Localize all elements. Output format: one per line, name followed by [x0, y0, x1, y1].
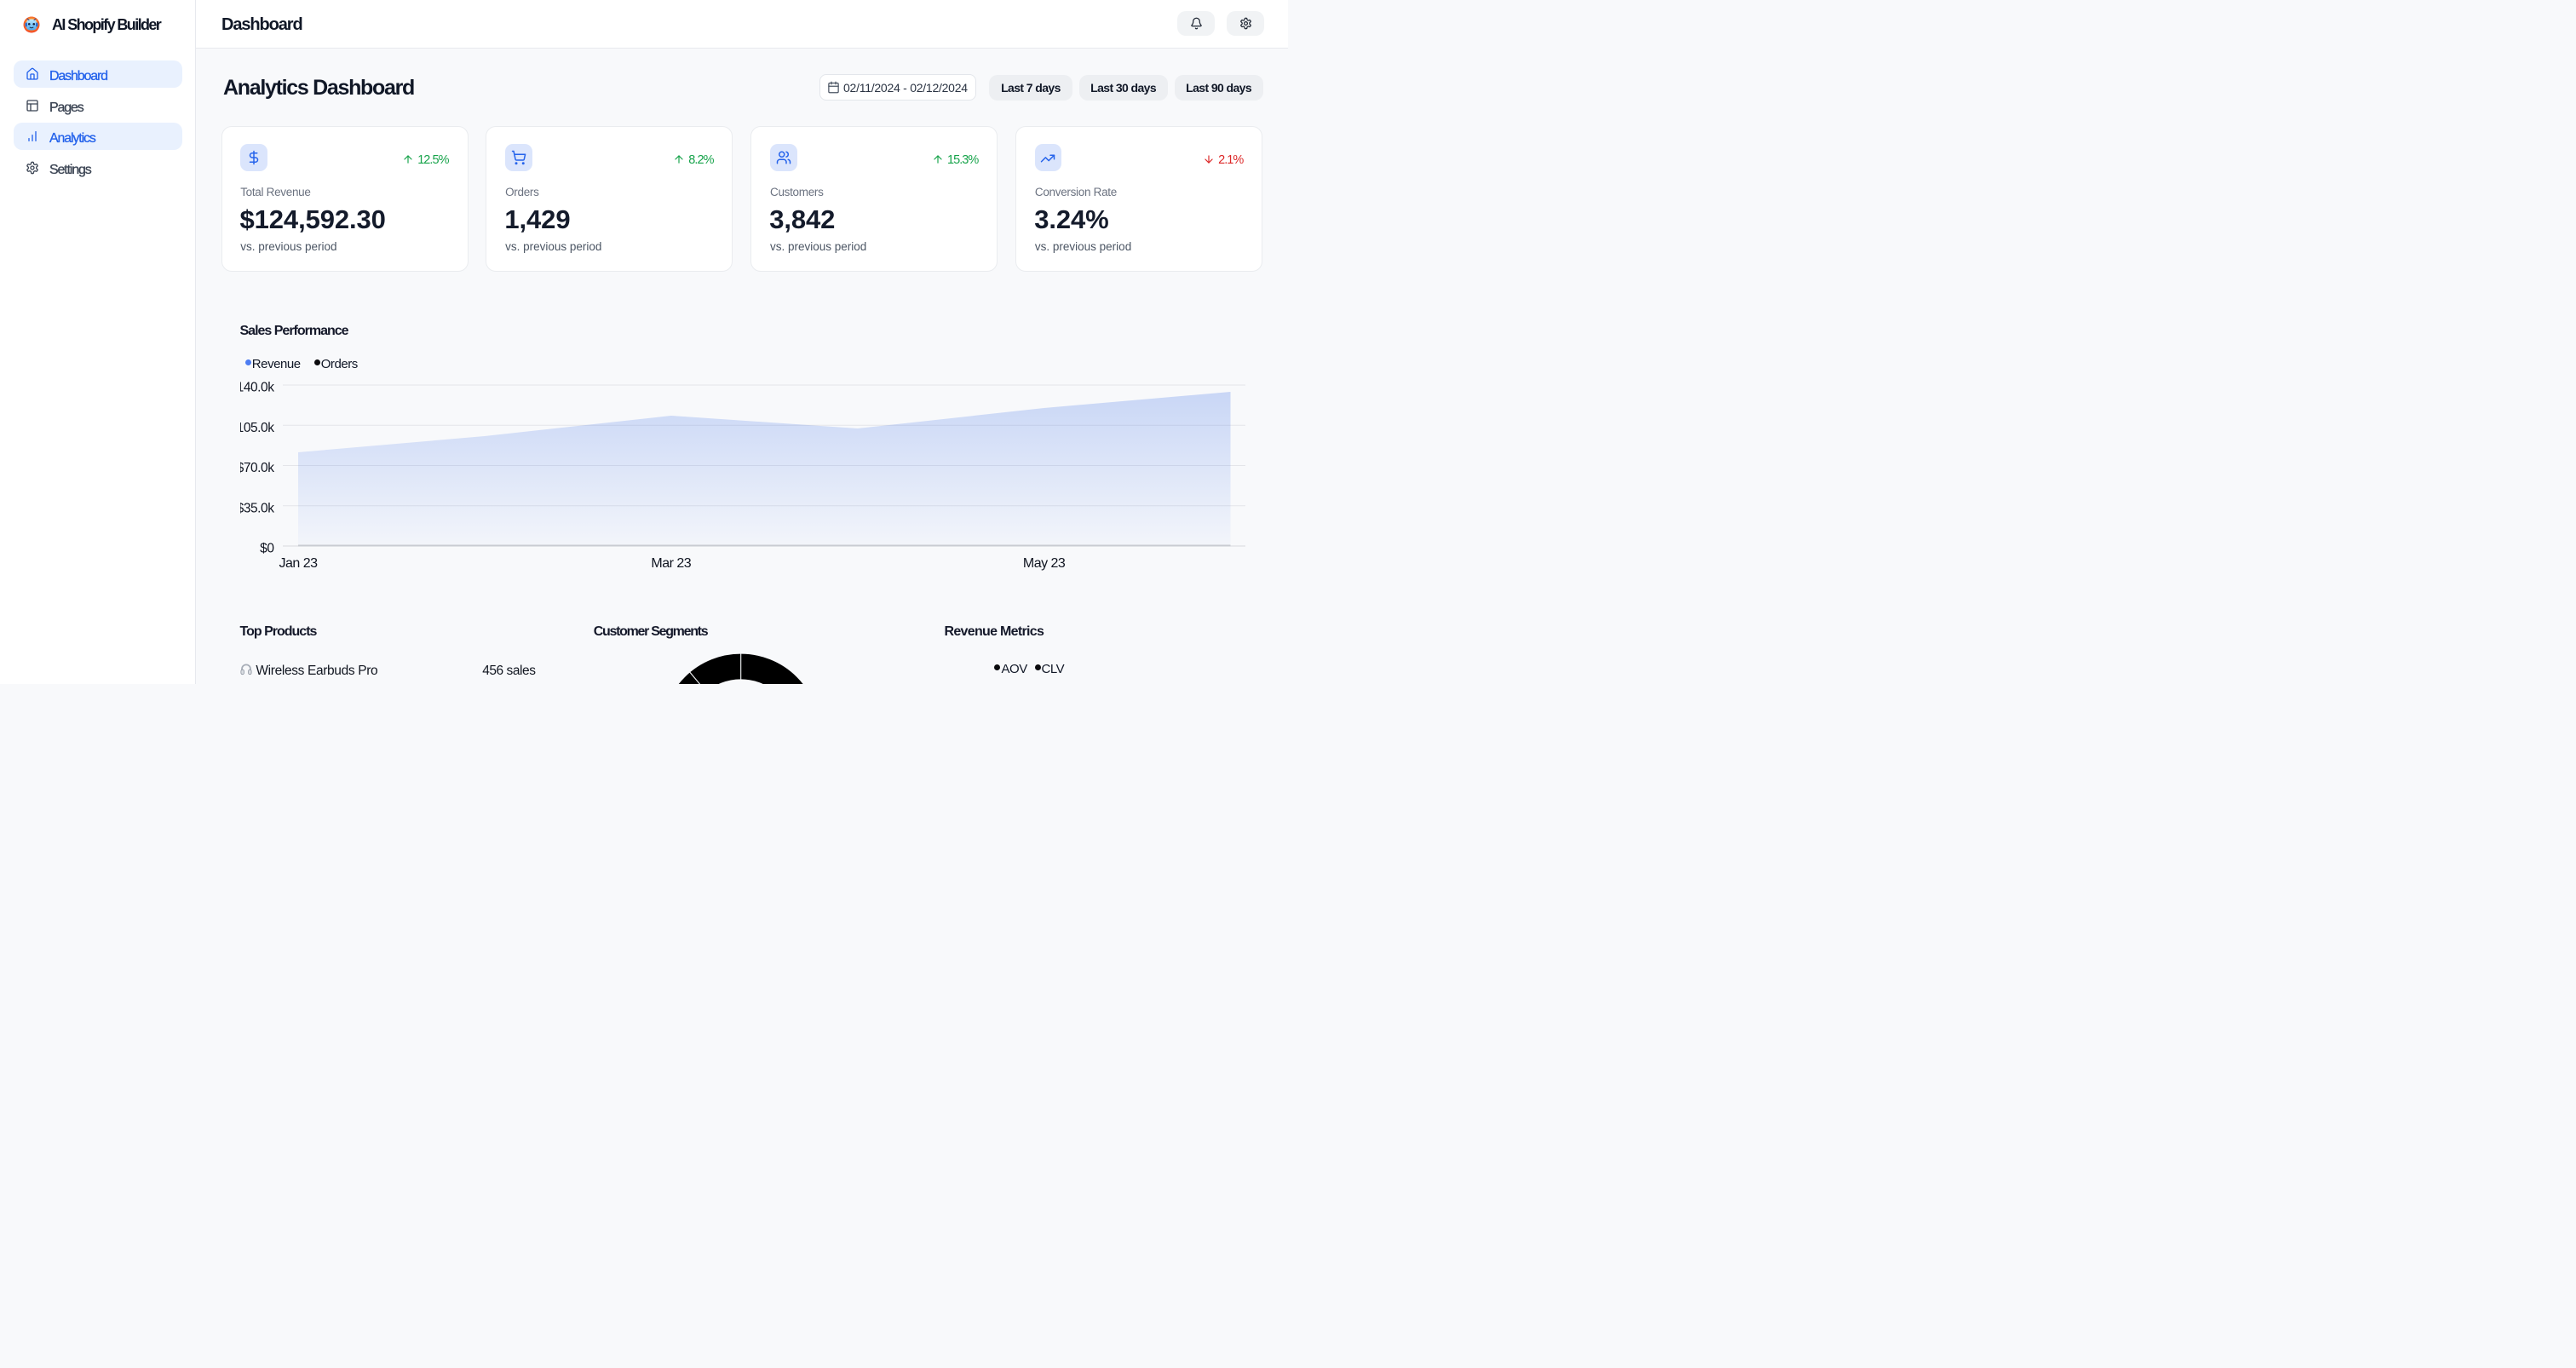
svg-text:$140.0k: $140.0k	[240, 381, 274, 395]
svg-text:May 23: May 23	[1022, 556, 1065, 571]
svg-text:$70.0k: $70.0k	[240, 461, 274, 475]
svg-text:$105.0k: $105.0k	[240, 421, 274, 435]
svg-text:Jan 23: Jan 23	[279, 556, 318, 571]
svg-text:$35.0k: $35.0k	[240, 501, 274, 515]
svg-text:Mar 23: Mar 23	[651, 556, 691, 571]
svg-text:$0: $0	[260, 542, 274, 556]
